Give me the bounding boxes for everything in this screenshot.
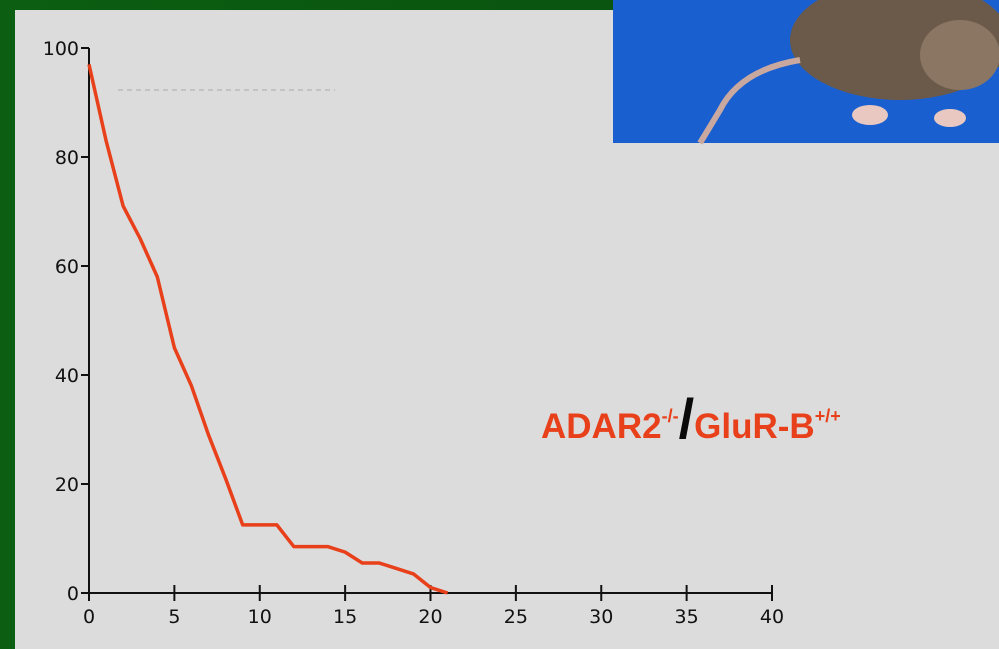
x-tick-label: 0 <box>83 606 95 628</box>
y-tick-label: 100 <box>43 38 79 60</box>
x-tick-label: 25 <box>504 606 528 628</box>
x-tick-label: 35 <box>675 606 699 628</box>
x-tick-label: 30 <box>589 606 613 628</box>
gene1: ADAR2 <box>541 407 662 446</box>
x-tick-label: 5 <box>168 606 180 628</box>
x-tick-label: 15 <box>333 606 357 628</box>
y-tick-label: 80 <box>55 147 79 169</box>
gene2: GluR-B <box>694 407 815 446</box>
x-tick-label: 20 <box>418 606 442 628</box>
genotype-label: ADAR2-/-/GluR-B+/+ <box>541 386 841 451</box>
mouse-photo <box>613 0 999 143</box>
slash: / <box>679 387 695 450</box>
sup1: -/- <box>662 406 679 426</box>
x-tick-label: 10 <box>248 606 272 628</box>
sup2: +/+ <box>815 406 841 426</box>
slide: 0 20 40 60 80 100 0 5 10 15 20 25 30 35 40 ADAR2-/-/Gl… <box>0 0 999 649</box>
chart: 0 20 40 60 80 100 0 5 10 15 20 25 30 35 40 <box>0 0 999 649</box>
y-tick-label: 40 <box>55 365 79 387</box>
x-tick-label: 40 <box>760 606 784 628</box>
y-tick-label: 60 <box>55 256 79 278</box>
y-tick-label: 0 <box>67 583 79 605</box>
y-tick-label: 20 <box>55 474 79 496</box>
